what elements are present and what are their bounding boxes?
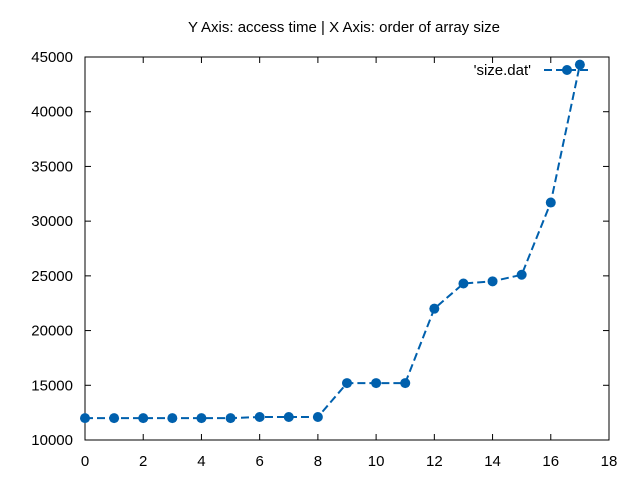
y-tick-label: 40000: [31, 104, 73, 121]
data-point: [429, 303, 440, 314]
x-tick-label: 10: [368, 453, 385, 470]
data-point: [516, 269, 527, 280]
series-layer: [80, 59, 585, 424]
y-tick-label: 30000: [31, 213, 73, 230]
data-point: [545, 197, 556, 208]
data-point: [167, 413, 178, 424]
x-tick-label: 16: [542, 453, 559, 470]
x-tick-label: 6: [255, 453, 263, 470]
data-point: [283, 412, 294, 423]
y-tick-label: 25000: [31, 268, 73, 285]
x-tick-label: 18: [601, 453, 618, 470]
data-point: [196, 413, 207, 424]
data-point: [312, 412, 323, 423]
data-point: [225, 413, 236, 424]
y-tick-label: 10000: [31, 432, 73, 449]
data-point: [254, 412, 265, 423]
data-point: [342, 378, 352, 389]
data-point: [80, 413, 90, 424]
axis-ticks: [84, 56, 610, 441]
series-line-0: [85, 64, 581, 420]
y-tick-label: 20000: [31, 323, 73, 340]
x-tick-label: 12: [426, 453, 443, 470]
data-point: [487, 276, 498, 287]
data-point: [138, 413, 149, 424]
x-tick-label: 2: [139, 453, 147, 470]
plot-frame: [84, 56, 610, 441]
y-tick-label: 45000: [31, 49, 73, 66]
x-tick-label: 8: [314, 453, 322, 470]
data-point: [371, 378, 382, 389]
legend-marker-size-dat: [562, 65, 572, 75]
chart-title: Y Axis: access time | X Axis: order of a…: [188, 19, 500, 36]
legend-label-size-dat: 'size.dat': [474, 62, 532, 79]
y-tick-label: 35000: [31, 158, 73, 175]
y-axis-tick-labels: 10000 15000 20000 25000 30000 35000 40000 45000: [31, 49, 73, 449]
x-tick-label: 14: [484, 453, 501, 470]
data-point: [458, 278, 469, 289]
x-axis-tick-labels: 0 2 4 6 8 10 12 14 16 18: [81, 453, 618, 470]
data-point: [574, 59, 585, 70]
y-tick-label: 15000: [31, 377, 73, 394]
data-point: [400, 378, 411, 389]
x-tick-label: 0: [81, 453, 89, 470]
legend: 'size.dat': [474, 62, 590, 79]
x-tick-label: 4: [197, 453, 205, 470]
data-point: [109, 413, 120, 424]
